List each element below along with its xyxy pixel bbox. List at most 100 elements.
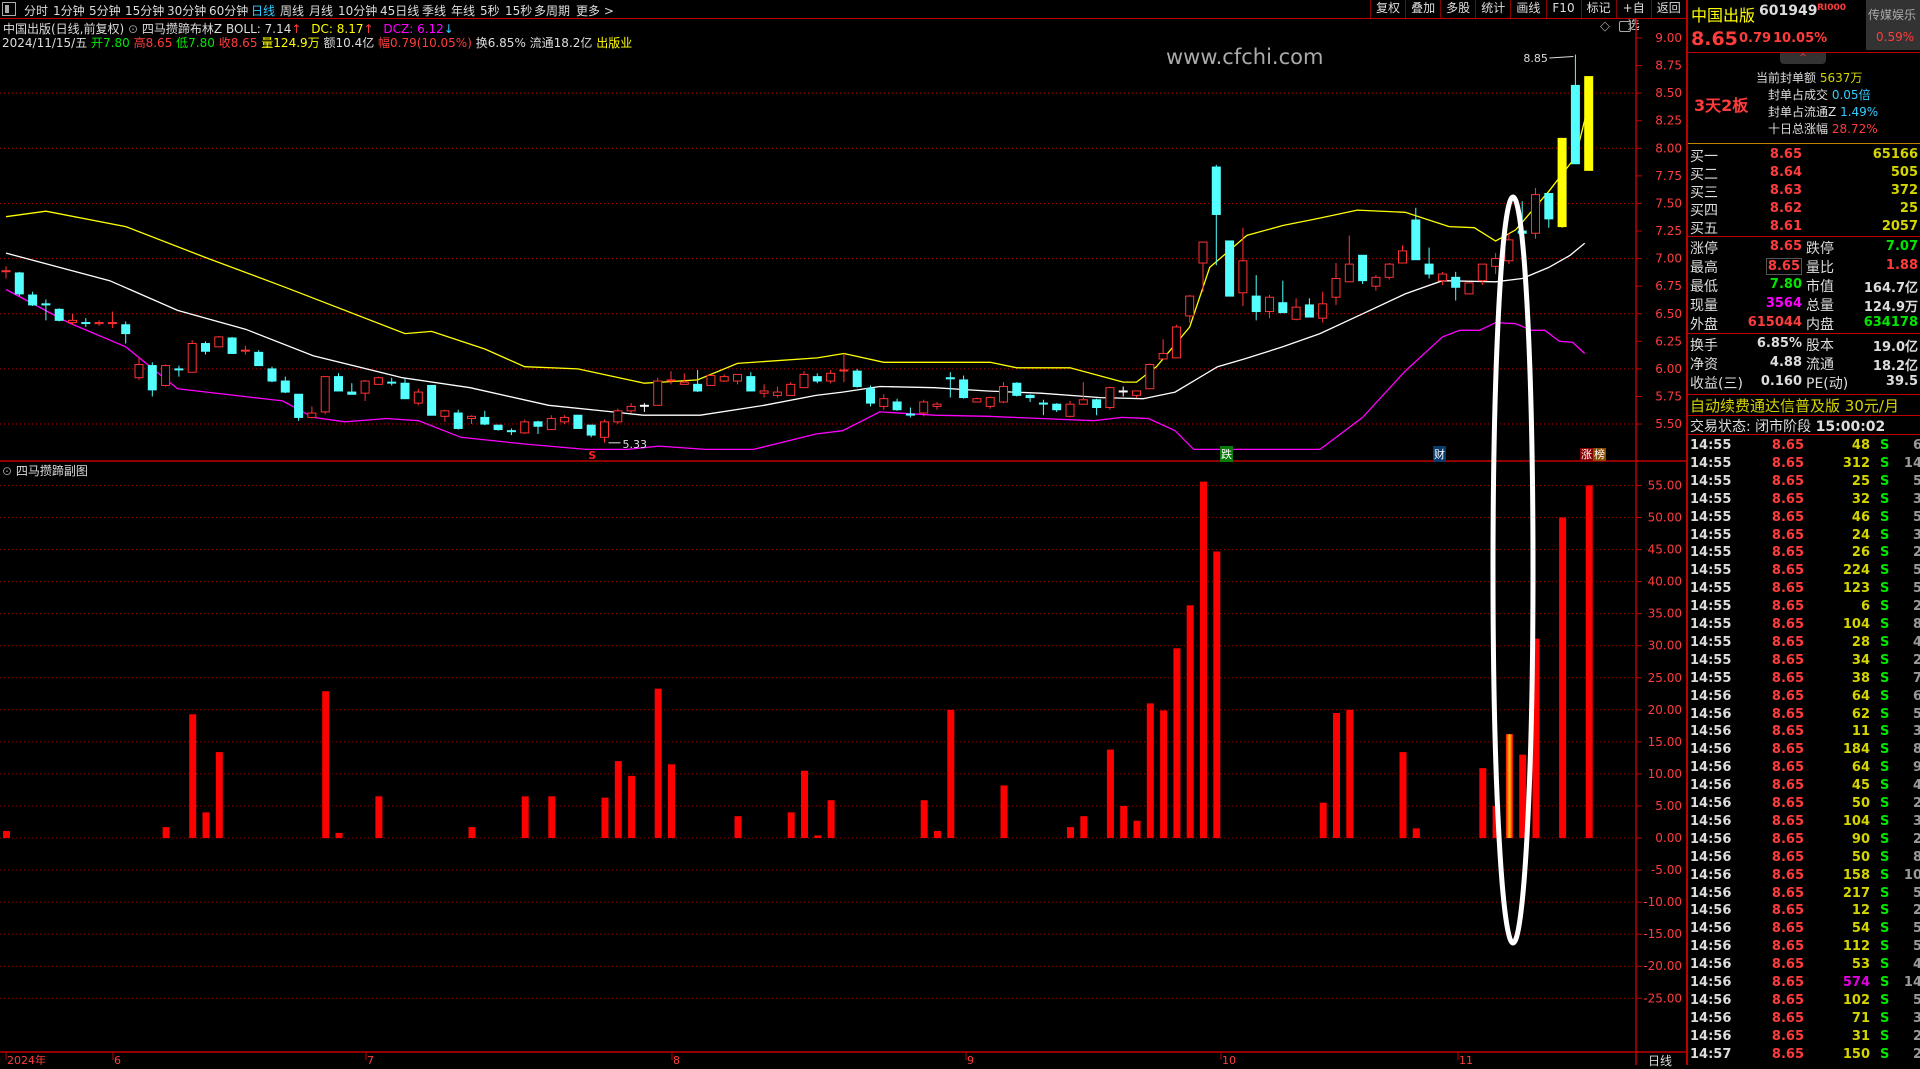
- candle[interactable]: [440, 409, 450, 422]
- candle[interactable]: [932, 401, 942, 410]
- candle[interactable]: [759, 384, 769, 398]
- candle[interactable]: [945, 372, 955, 398]
- candle[interactable]: [107, 311, 117, 329]
- candle[interactable]: [1304, 298, 1314, 318]
- candle[interactable]: [373, 376, 383, 385]
- kline-chart[interactable]: 9.00 8.75 8.50 8.25 8.00 7.75 7.50 7.25 7.00 6.75…: [0, 0, 1686, 1065]
- panel-toggle-icon[interactable]: [2, 2, 16, 16]
- promo-link[interactable]: 自动续费通达信普及版 30元/月: [1690, 395, 1899, 416]
- candle[interactable]: [1464, 282, 1474, 295]
- candle[interactable]: [905, 407, 915, 418]
- candle[interactable]: [174, 365, 184, 377]
- industry-link[interactable]: 出版业: [596, 36, 633, 50]
- candle[interactable]: [959, 375, 969, 399]
- candle[interactable]: [1251, 275, 1261, 321]
- candle[interactable]: [1145, 363, 1155, 390]
- toolbar-button-5[interactable]: F10: [1545, 0, 1581, 18]
- layout-icon[interactable]: [1619, 21, 1631, 32]
- candle[interactable]: [280, 376, 290, 394]
- candle[interactable]: [852, 368, 862, 388]
- candle[interactable]: [214, 335, 224, 348]
- candle[interactable]: [1225, 240, 1235, 297]
- indicator-dropdown-icon[interactable]: ⊙: [128, 22, 139, 36]
- candle[interactable]: [267, 366, 277, 383]
- candle[interactable]: [1158, 339, 1168, 360]
- candle[interactable]: [1424, 247, 1434, 279]
- sub-chart-dropdown-icon[interactable]: ⊙: [2, 464, 13, 478]
- candle[interactable]: [972, 397, 982, 403]
- candle[interactable]: [719, 374, 729, 383]
- candle[interactable]: [187, 340, 197, 373]
- candle[interactable]: [506, 428, 516, 436]
- candle[interactable]: [1012, 382, 1022, 397]
- candle[interactable]: [1171, 324, 1181, 359]
- tab-14[interactable]: 15秒: [505, 4, 533, 18]
- candle[interactable]: [639, 403, 649, 412]
- candle[interactable]: [1211, 164, 1221, 266]
- candle[interactable]: [1371, 275, 1381, 291]
- candle[interactable]: [546, 415, 556, 431]
- candle[interactable]: [866, 385, 875, 407]
- candle[interactable]: [1584, 76, 1594, 171]
- candle[interactable]: [666, 371, 676, 385]
- candle[interactable]: [533, 420, 543, 434]
- bid-price[interactable]: 8.63: [1769, 183, 1802, 198]
- candle[interactable]: [413, 388, 423, 406]
- candle[interactable]: [347, 383, 357, 395]
- candle[interactable]: [1331, 263, 1341, 305]
- candle[interactable]: [41, 299, 51, 321]
- tab-12[interactable]: 年线: [451, 4, 476, 18]
- sector-box[interactable]: 传媒娱乐 0.59%: [1866, 0, 1920, 50]
- candle[interactable]: [1411, 207, 1421, 261]
- candle[interactable]: [573, 414, 583, 429]
- candle[interactable]: [560, 415, 570, 425]
- candle[interactable]: [227, 336, 237, 354]
- candle[interactable]: [1344, 235, 1354, 283]
- candle[interactable]: [679, 373, 689, 385]
- candle[interactable]: [360, 379, 370, 401]
- candle[interactable]: [1451, 271, 1461, 301]
- candle[interactable]: [586, 424, 596, 438]
- bid-price[interactable]: 8.61: [1769, 219, 1802, 234]
- candle[interactable]: [81, 318, 91, 327]
- toolbar-button-2[interactable]: 多股: [1440, 0, 1475, 18]
- candle[interactable]: [600, 419, 609, 443]
- candle[interactable]: [839, 353, 849, 383]
- sub-chart-title[interactable]: 四马攒蹄副图: [15, 464, 88, 478]
- candle[interactable]: [999, 382, 1008, 404]
- tab-15[interactable]: 多周期: [534, 4, 571, 18]
- tab-11[interactable]: 季线: [422, 4, 447, 18]
- candle[interactable]: [320, 376, 330, 415]
- candle[interactable]: [786, 382, 796, 396]
- tab-3[interactable]: 15分钟: [125, 4, 165, 18]
- marker-fall[interactable]: 跌: [1220, 446, 1233, 462]
- tab-10[interactable]: 45日线: [380, 4, 420, 18]
- candle[interactable]: [1557, 137, 1567, 228]
- candle[interactable]: [121, 321, 131, 344]
- tab-7[interactable]: 周线: [280, 4, 305, 18]
- toolbar-button-3[interactable]: 统计: [1475, 0, 1510, 18]
- tab-9[interactable]: 10分钟: [338, 4, 378, 18]
- candle[interactable]: [706, 374, 716, 386]
- candle[interactable]: [294, 393, 304, 421]
- candle[interactable]: [1491, 253, 1501, 275]
- bid-price[interactable]: 8.64: [1769, 165, 1802, 180]
- candle[interactable]: [1052, 403, 1062, 412]
- candle[interactable]: [307, 406, 317, 419]
- candle[interactable]: [1238, 227, 1248, 307]
- candle[interactable]: [1025, 394, 1035, 402]
- candle[interactable]: [746, 372, 756, 392]
- period-label[interactable]: 日线: [1648, 1054, 1673, 1068]
- tab-5[interactable]: 60分钟: [209, 4, 249, 18]
- candle[interactable]: [1078, 382, 1088, 405]
- candle[interactable]: [985, 396, 995, 409]
- candle[interactable]: [493, 424, 503, 431]
- candle[interactable]: [1038, 399, 1048, 416]
- candle[interactable]: [240, 345, 250, 355]
- toolbar-button-8[interactable]: 返回: [1650, 0, 1686, 18]
- candle[interactable]: [919, 399, 929, 417]
- candle[interactable]: [1, 266, 11, 279]
- candle[interactable]: [1398, 245, 1407, 264]
- candle[interactable]: [427, 384, 437, 416]
- candle[interactable]: [453, 409, 463, 430]
